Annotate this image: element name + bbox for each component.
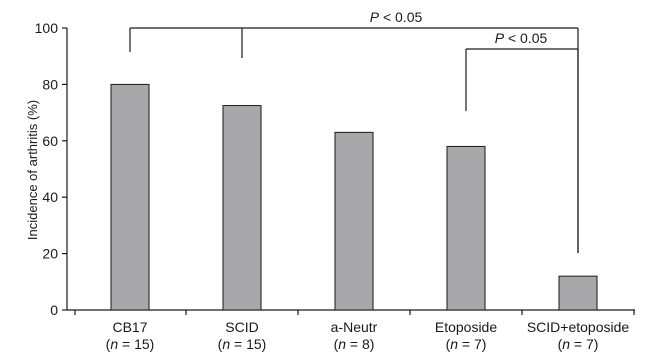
group-size-label: (n = 8) <box>334 336 375 352</box>
p-value-label: P < 0.05 <box>370 9 423 25</box>
group-size-label: (n = 7) <box>446 336 487 352</box>
significance-brackets: P < 0.05 P < 0.05 <box>129 9 579 253</box>
x-tick-label: SCID <box>225 319 258 335</box>
y-tick-label: 80 <box>42 76 58 92</box>
y-tick-label: 40 <box>42 189 58 205</box>
group-size-label: (n = 15) <box>106 336 155 352</box>
x-tick-label: CB17 <box>112 319 147 335</box>
x-tick-label: SCID+etoposide <box>527 319 630 335</box>
bar-cb17 <box>110 83 150 311</box>
y-tick-label: 60 <box>42 133 58 149</box>
group-size-label: (n = 7) <box>558 336 599 352</box>
y-axis-label: Incidence of arthritis (%) <box>25 100 40 240</box>
bar-a-neutr <box>334 131 374 311</box>
bars <box>110 83 598 311</box>
category-labels: CB17(n = 15)SCID(n = 15)a-Neutr(n = 8)Et… <box>106 319 630 352</box>
y-tick-label: 20 <box>42 246 58 262</box>
x-tick-label: Etoposide <box>435 319 497 335</box>
y-tick-label: 0 <box>50 302 58 318</box>
p-value-label: P < 0.05 <box>495 30 548 46</box>
x-tick-label: a-Neutr <box>331 319 378 335</box>
y-tick-label: 100 <box>35 20 59 36</box>
group-size-label: (n = 15) <box>218 336 267 352</box>
bar-etoposide <box>446 145 486 311</box>
axes: 0 20 40 60 80 100 <box>35 20 635 318</box>
bar-scid-etoposide <box>558 275 598 311</box>
bar-scid <box>222 105 262 311</box>
